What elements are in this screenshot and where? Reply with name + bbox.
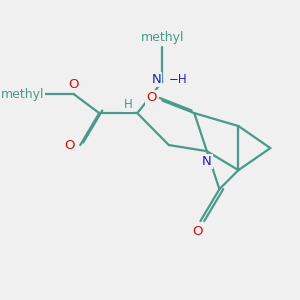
- Text: methyl: methyl: [141, 31, 184, 44]
- Text: O: O: [192, 225, 202, 238]
- Text: −H: −H: [168, 73, 187, 86]
- Text: N: N: [202, 155, 212, 168]
- Text: O: O: [146, 91, 157, 104]
- Text: H: H: [123, 98, 132, 111]
- Text: N: N: [152, 73, 161, 86]
- Text: methyl: methyl: [1, 88, 44, 100]
- Text: O: O: [64, 139, 75, 152]
- Text: O: O: [68, 78, 79, 91]
